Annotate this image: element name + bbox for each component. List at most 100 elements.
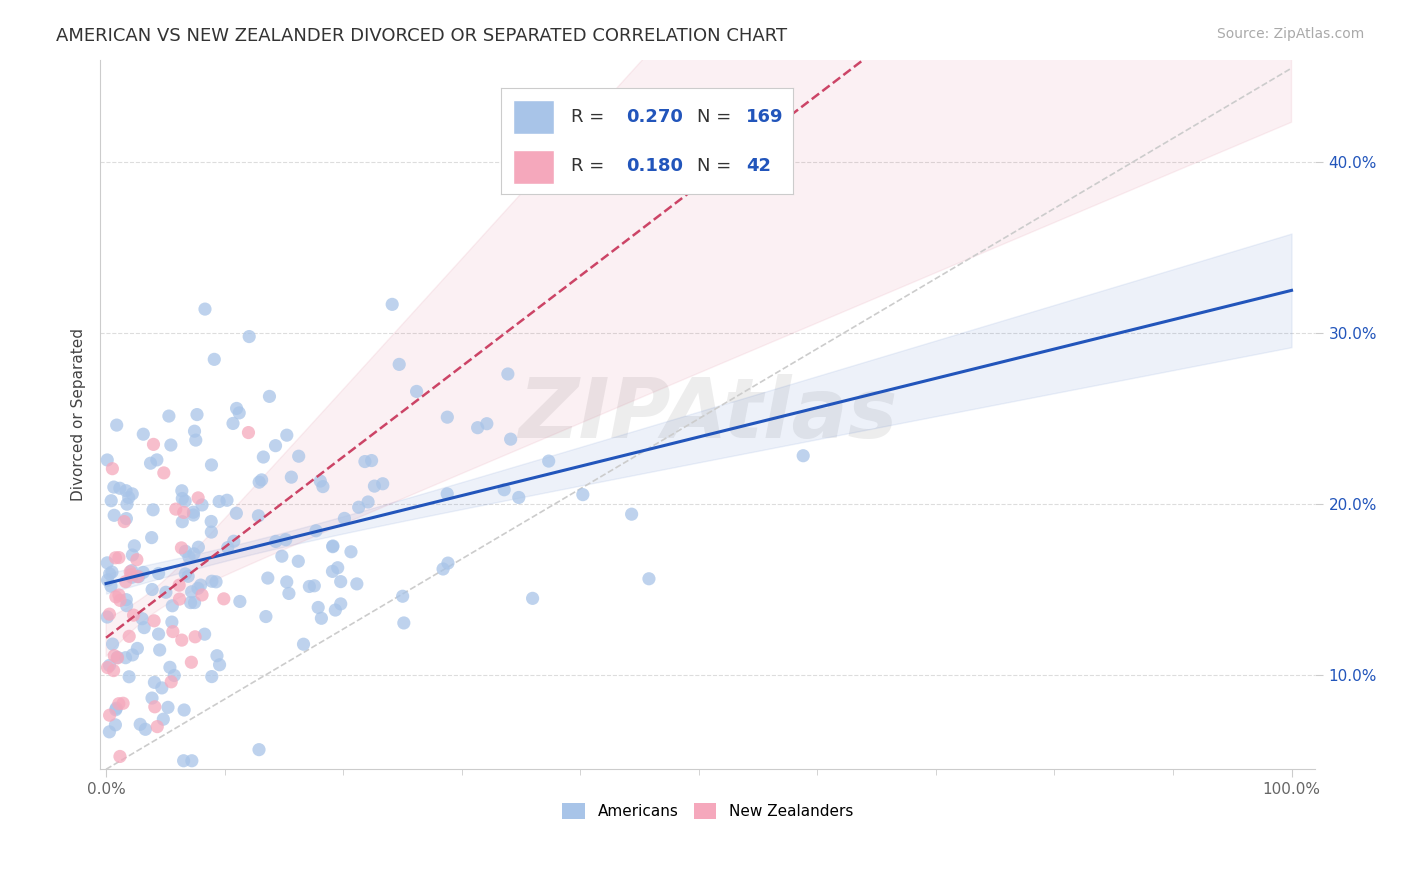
Point [160,674,183,689]
Point [141,582,163,597]
Point [162,599,184,613]
Point [371,476,394,491]
Point [172,491,194,506]
Point [264,439,287,453]
Point [118,629,141,643]
Point [165,502,187,516]
Point [437,556,460,570]
Point [98,708,121,723]
Point [139,456,162,470]
Point [326,560,349,574]
Point [183,596,205,610]
Point [170,633,193,648]
Point [167,578,190,592]
Point [508,491,530,505]
Point [162,624,184,639]
Point [101,565,124,579]
Point [132,427,155,442]
Point [304,579,326,593]
Point [143,614,166,628]
Point [238,425,260,440]
Point [177,549,200,564]
Point [120,567,142,582]
Point [200,458,222,472]
Point [202,352,225,367]
Point [177,569,200,583]
Point [190,578,212,592]
Point [259,389,281,403]
Point [100,579,122,593]
Point [114,574,136,589]
Point [121,548,143,562]
Point [115,511,138,525]
Point [107,697,129,711]
Point [152,712,174,726]
Point [148,566,170,581]
Point [169,592,191,607]
Point [98,607,121,622]
Point [247,742,270,756]
Point [201,669,224,683]
Point [194,627,217,641]
Point [183,508,205,522]
Point [184,433,207,447]
Point [247,475,270,490]
Point [252,450,274,464]
Point [215,493,238,508]
Text: ZIPAtlas: ZIPAtlas [517,374,897,455]
Point [200,525,222,540]
Point [96,660,118,674]
Point [572,488,595,502]
Point [125,552,148,566]
Point [127,641,149,656]
Point [103,648,125,663]
Point [115,592,138,607]
Point [108,593,131,607]
Point [187,491,209,505]
Point [186,408,208,422]
Point [298,579,321,593]
Point [329,597,352,611]
Point [250,473,273,487]
Point [270,549,292,564]
Point [467,420,489,434]
Point [276,574,298,589]
Point [104,718,127,732]
Point [129,717,152,731]
Point [155,585,177,599]
Point [329,574,352,589]
Point [103,480,125,494]
Point [225,506,247,520]
Point [160,438,183,452]
Point [100,493,122,508]
Point [112,696,135,710]
Point [174,494,197,508]
Point [115,770,138,784]
Point [174,566,197,581]
Point [208,494,231,508]
Point [205,648,228,663]
Point [115,497,138,511]
Point [183,424,205,438]
Point [247,508,270,523]
Point [170,483,193,498]
Point [98,566,121,581]
Point [305,524,328,538]
Point [160,615,183,629]
Point [183,547,205,561]
Point [307,600,329,615]
Point [180,754,202,768]
Point [201,574,224,589]
Text: Source: ZipAtlas.com: Source: ZipAtlas.com [1216,27,1364,41]
Point [107,651,129,665]
Point [121,564,143,578]
Point [325,603,347,617]
Point [103,508,125,523]
Point [222,534,245,549]
Point [122,608,145,623]
Point [96,556,118,570]
Point [222,417,245,431]
Point [141,691,163,706]
Point [121,648,143,662]
Point [436,410,458,425]
